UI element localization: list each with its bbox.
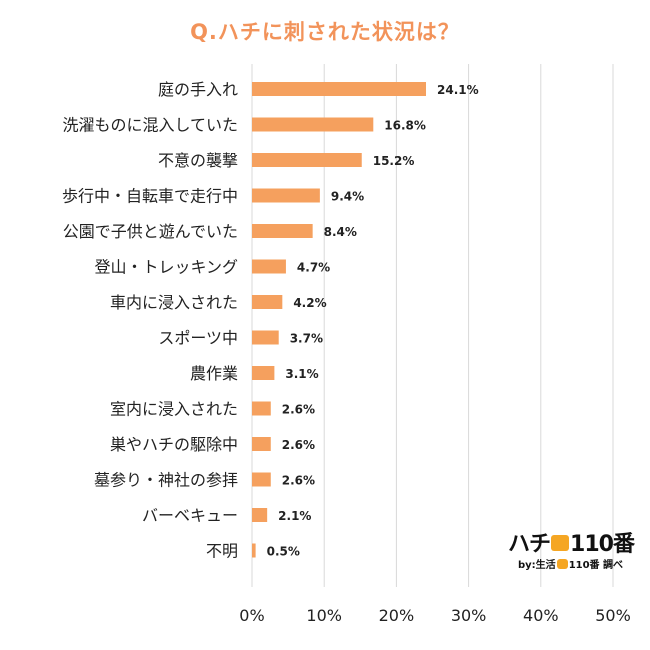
value-label: 15.2% [373, 154, 415, 168]
bar [252, 472, 271, 487]
value-label: 2.6% [282, 403, 315, 417]
x-tick-label: 50% [595, 606, 631, 625]
category-label: 登山・トレッキング [94, 258, 238, 277]
category-label: 農作業 [190, 364, 238, 383]
x-tick-label: 20% [379, 606, 415, 625]
bar [252, 543, 256, 558]
source-logo: ハチ 110番 by:生活 110番 調べ [508, 526, 638, 578]
value-label: 0.5% [267, 545, 300, 559]
logo-sub: by:生活 110番 調べ [518, 556, 623, 571]
bar [252, 259, 286, 274]
logo-main: ハチ 110番 [508, 526, 635, 558]
bar [252, 188, 320, 203]
value-label: 8.4% [324, 225, 357, 239]
category-label: 巣やハチの駆除中 [110, 435, 238, 454]
bar [252, 401, 271, 416]
category-label: バーベキュー [142, 506, 238, 525]
logo-sub-suffix: 110番 調べ [568, 560, 624, 571]
value-label: 4.2% [293, 296, 326, 310]
bee-icon [551, 535, 570, 551]
x-tick-label: 10% [306, 606, 342, 625]
bar [252, 295, 283, 309]
logo-sub-prefix: by:生活 [518, 560, 556, 571]
category-label: 不明 [206, 542, 238, 561]
value-label: 3.7% [290, 332, 323, 346]
value-label: 3.1% [285, 367, 318, 381]
bar [252, 117, 374, 132]
bar [252, 330, 279, 345]
category-label: 歩行中・自転車で走行中 [62, 187, 238, 206]
category-label: 車内に浸入された [110, 293, 238, 312]
value-label: 2.6% [282, 474, 315, 488]
logo-main-prefix: ハチ [508, 532, 551, 557]
bar [252, 437, 271, 451]
x-tick-label: 40% [523, 606, 559, 625]
bar [252, 153, 362, 167]
category-label: 不意の襲撃 [158, 151, 238, 170]
logo-main-suffix: 110番 [570, 532, 635, 557]
bar [252, 366, 275, 380]
category-label: 室内に浸入された [110, 400, 238, 419]
bar [252, 82, 427, 96]
category-label: 洗濯ものに混入していた [62, 116, 238, 135]
bee-small-icon [556, 559, 568, 569]
x-tick-label: 0% [239, 606, 264, 625]
chart-title: Q.ハチに刺された状況は？ [190, 20, 460, 44]
category-label: スポーツ中 [158, 329, 238, 348]
value-label: 24.1% [437, 83, 479, 97]
value-label: 2.1% [278, 509, 311, 523]
category-label: 庭の手入れ [158, 80, 238, 99]
category-label: 墓参り・神社の参拝 [94, 471, 238, 490]
value-label: 9.4% [331, 190, 364, 204]
bar [252, 224, 313, 238]
bar [252, 508, 268, 522]
value-label: 4.7% [297, 261, 330, 275]
x-tick-label: 30% [451, 606, 487, 625]
category-label: 公園で子供と遊んでいた [63, 222, 238, 241]
value-label: 16.8% [384, 119, 426, 133]
value-label: 2.6% [282, 438, 315, 452]
